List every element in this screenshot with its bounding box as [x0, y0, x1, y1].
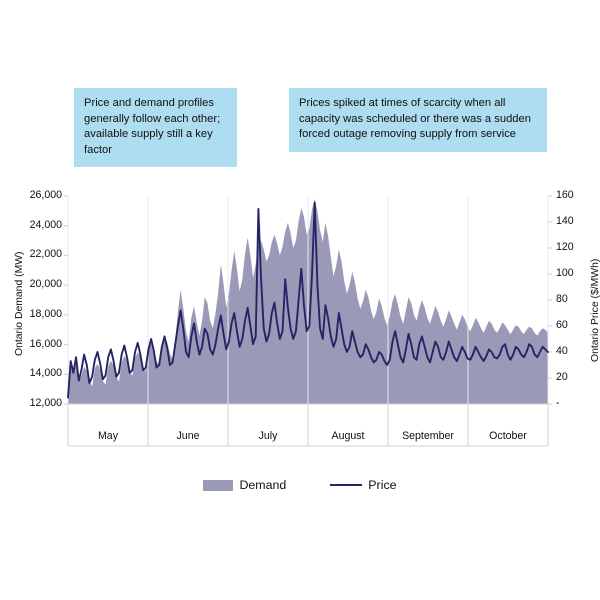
y-tick-left-3: 18,000	[29, 307, 62, 320]
legend-item-demand[interactable]: Demand	[203, 478, 286, 492]
annotation-callout-left: Price and demand profiles generally foll…	[74, 88, 237, 167]
y-tick-right-7: 140	[556, 215, 574, 227]
y-tick-left-2: 16,000	[29, 337, 62, 350]
y-tick-left-0: 12,000	[29, 397, 62, 409]
y-tick-left-6: 24,000	[29, 218, 62, 231]
y-tick-right-5: 100	[556, 267, 574, 279]
legend-label-demand: Demand	[239, 478, 287, 492]
y-tick-right-3: 60	[556, 319, 568, 331]
y-tick-right-0: -	[556, 397, 560, 409]
y-tick-right-8: 160	[556, 189, 574, 201]
price-line-series	[67, 201, 549, 399]
annotation-callout-right: Prices spiked at times of scarcity when …	[289, 88, 547, 152]
y-tick-left-7: 26,000	[29, 189, 62, 201]
x-label-may: May	[97, 430, 118, 442]
x-label-july: July	[258, 430, 278, 442]
x-label-june: June	[176, 430, 200, 442]
y-tick-right-6: 120	[556, 241, 574, 253]
y-tick-left-5: 22,000	[29, 248, 62, 261]
y-tick-right-2: 40	[556, 345, 568, 357]
x-label-september: September	[402, 430, 454, 442]
y-tick-right-4: 80	[556, 293, 568, 305]
y-tick-right-1: 20	[556, 371, 568, 383]
legend-item-price[interactable]: Price	[330, 478, 397, 492]
price-swatch-icon	[330, 484, 363, 486]
chart-legend: Demand Price	[0, 478, 600, 492]
y-tick-left-1: 14,000	[29, 367, 62, 380]
demand-swatch-icon	[203, 479, 234, 491]
legend-label-price: Price	[368, 478, 397, 492]
x-label-august: August	[331, 430, 365, 442]
x-label-october: October	[489, 430, 527, 442]
y-tick-left-4: 20,000	[29, 278, 62, 291]
